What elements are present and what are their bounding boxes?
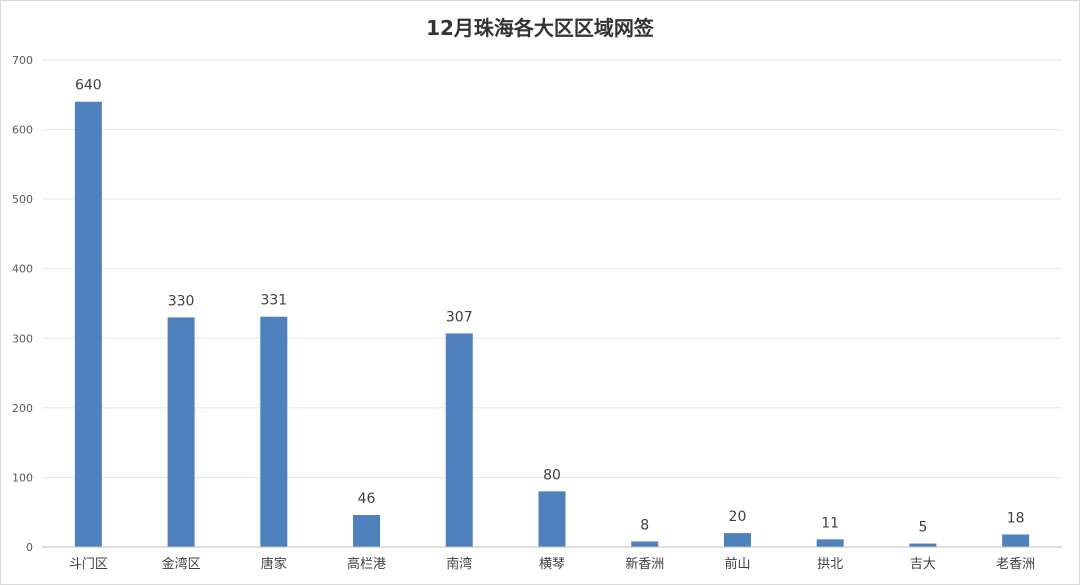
bar — [167, 317, 195, 547]
gridlines — [42, 59, 1062, 478]
x-category-label: 金湾区 — [162, 556, 201, 572]
bar — [1002, 534, 1030, 547]
bar — [74, 101, 102, 547]
y-tick-label: 300 — [12, 332, 33, 345]
bar — [909, 543, 937, 547]
bar — [631, 541, 659, 547]
x-category-label: 老香洲 — [996, 557, 1035, 572]
x-category-label: 唐家 — [261, 556, 287, 572]
data-label: 5 — [918, 520, 927, 536]
chart-title: 12月珠海各大区区域网签 — [426, 16, 654, 40]
y-tick-label: 0 — [26, 541, 33, 554]
data-label: 330 — [168, 293, 195, 309]
data-label: 640 — [75, 78, 102, 94]
bars — [74, 101, 1030, 547]
x-axis-categories: 斗门区 金湾区 唐家 高栏港 南湾 横琴 新香洲 前山 拱北 吉大 老香洲 — [69, 556, 1035, 572]
bar — [723, 533, 751, 547]
y-tick-label: 400 — [12, 263, 33, 276]
data-label: 18 — [1007, 510, 1025, 526]
data-label: 8 — [640, 517, 649, 533]
data-labels: 640 330 331 46 307 80 8 20 11 5 18 — [75, 78, 1025, 536]
x-category-label: 南湾 — [446, 556, 472, 572]
y-tick-label: 600 — [12, 124, 33, 137]
bar — [816, 539, 844, 547]
x-category-label: 斗门区 — [69, 557, 108, 572]
data-label: 11 — [821, 515, 839, 531]
y-tick-label: 700 — [12, 54, 33, 67]
x-category-label: 新香洲 — [625, 556, 664, 572]
y-tick-label: 200 — [12, 402, 33, 415]
bar — [445, 333, 473, 547]
x-category-label: 拱北 — [817, 557, 843, 572]
data-label: 80 — [543, 467, 561, 483]
data-label: 331 — [260, 293, 287, 309]
data-label: 307 — [446, 309, 473, 325]
data-label: 46 — [358, 491, 376, 507]
y-tick-label: 100 — [12, 471, 33, 484]
bar — [538, 491, 566, 547]
y-axis-ticks: 0 100 200 300 400 500 600 700 — [12, 54, 33, 554]
x-category-label: 高栏港 — [347, 556, 386, 572]
data-label: 20 — [729, 509, 747, 525]
y-tick-label: 500 — [12, 193, 33, 206]
x-category-label: 横琴 — [539, 557, 565, 572]
bar — [260, 316, 288, 547]
x-category-label: 吉大 — [910, 557, 936, 572]
x-category-label: 前山 — [724, 556, 750, 572]
bar — [353, 514, 381, 547]
